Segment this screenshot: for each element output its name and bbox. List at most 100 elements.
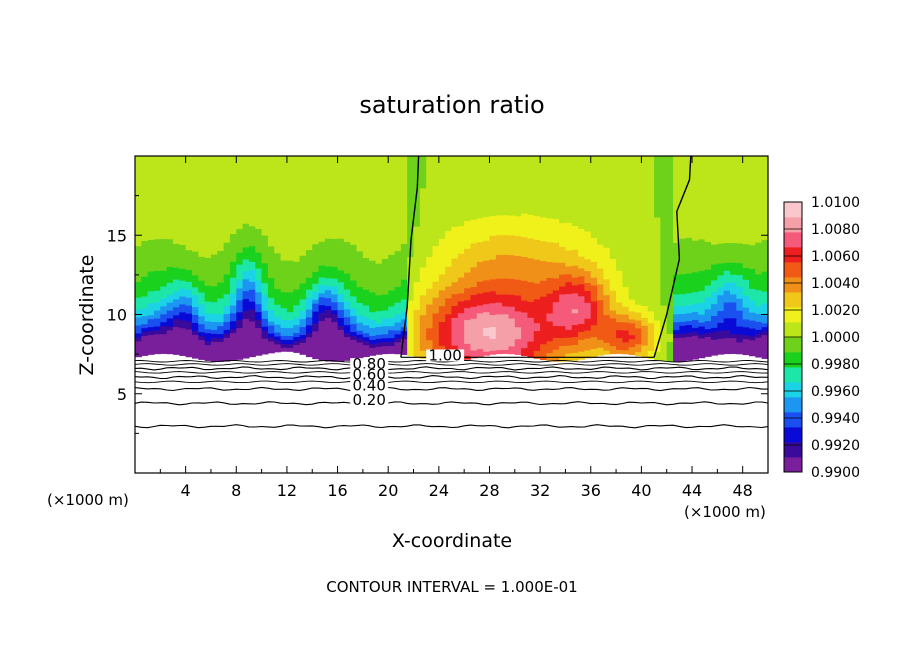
heatmap-cell bbox=[666, 234, 674, 239]
heatmap-cell bbox=[508, 199, 516, 204]
heatmap-cell bbox=[565, 174, 573, 180]
heatmap-cell bbox=[191, 326, 199, 331]
heatmap-cell bbox=[559, 194, 567, 200]
heatmap-cell bbox=[242, 338, 250, 343]
heatmap-cell bbox=[172, 306, 180, 312]
heatmap-cell bbox=[362, 174, 370, 179]
heatmap-cell bbox=[375, 346, 383, 351]
heatmap-cell bbox=[603, 243, 611, 248]
heatmap-cell bbox=[217, 345, 225, 350]
heatmap-cell bbox=[590, 324, 598, 330]
heatmap-cell bbox=[660, 340, 668, 346]
heatmap-cell bbox=[590, 178, 598, 183]
heatmap-cell bbox=[198, 228, 206, 234]
heatmap-cell bbox=[185, 217, 193, 223]
heatmap-cell bbox=[654, 351, 661, 357]
heatmap-cell bbox=[147, 199, 155, 205]
heatmap-cell bbox=[464, 224, 472, 229]
heatmap-cell bbox=[141, 156, 149, 158]
heatmap-cell bbox=[603, 322, 611, 327]
heatmap-cell bbox=[223, 329, 231, 334]
heatmap-cell bbox=[514, 298, 522, 304]
heatmap-cell bbox=[305, 245, 313, 251]
heatmap-cell bbox=[723, 222, 731, 228]
heatmap-cell bbox=[540, 197, 548, 202]
heatmap-cell bbox=[711, 291, 718, 297]
heatmap-cell bbox=[660, 233, 668, 239]
heatmap-cell bbox=[483, 184, 491, 190]
heatmap-cell bbox=[280, 335, 288, 340]
heatmap-cell bbox=[483, 319, 491, 325]
heatmap-cell bbox=[660, 170, 668, 175]
heatmap-cell bbox=[312, 180, 320, 185]
heatmap-cell bbox=[141, 240, 149, 245]
heatmap-cell bbox=[666, 325, 674, 331]
heatmap-cell bbox=[495, 341, 503, 347]
heatmap-cell bbox=[476, 245, 484, 251]
heatmap-cell bbox=[293, 205, 301, 211]
heatmap-cell bbox=[451, 156, 459, 160]
heatmap-cell bbox=[185, 186, 193, 191]
heatmap-cell bbox=[597, 335, 605, 340]
heatmap-cell bbox=[742, 283, 750, 288]
heatmap-cell bbox=[299, 227, 307, 232]
heatmap-cell bbox=[457, 269, 465, 274]
heatmap-cell bbox=[191, 199, 199, 205]
heatmap-cell bbox=[362, 277, 370, 282]
heatmap-cell bbox=[679, 289, 687, 295]
heatmap-cell bbox=[394, 302, 402, 307]
heatmap-cell bbox=[578, 259, 586, 265]
heatmap-cell bbox=[527, 234, 535, 239]
heatmap-cell bbox=[337, 349, 345, 354]
heatmap-cell bbox=[476, 201, 484, 207]
heatmap-cell bbox=[476, 209, 484, 215]
heatmap-cell bbox=[267, 162, 275, 168]
heatmap-cell bbox=[692, 176, 699, 182]
heatmap-cell bbox=[533, 334, 541, 339]
heatmap-cell bbox=[248, 285, 256, 290]
heatmap-cell bbox=[540, 157, 548, 162]
heatmap-cell bbox=[742, 255, 750, 260]
heatmap-cell bbox=[654, 248, 661, 254]
heatmap-cell bbox=[261, 349, 269, 355]
heatmap-cell bbox=[546, 225, 554, 231]
heatmap-cell bbox=[552, 238, 560, 243]
heatmap-cell bbox=[470, 238, 478, 244]
heatmap-cell bbox=[141, 260, 149, 265]
heatmap-cell bbox=[438, 250, 446, 255]
heatmap-cell bbox=[584, 349, 592, 355]
heatmap-cell bbox=[153, 298, 161, 303]
heatmap-cell bbox=[641, 345, 649, 350]
heatmap-cell bbox=[223, 301, 231, 307]
heatmap-cell bbox=[641, 261, 649, 267]
heatmap-cell bbox=[622, 302, 630, 307]
heatmap-cell bbox=[432, 205, 440, 211]
heatmap-cell bbox=[565, 253, 573, 259]
heatmap-cell bbox=[400, 287, 408, 292]
heatmap-cell bbox=[609, 333, 617, 339]
heatmap-cell bbox=[679, 166, 687, 172]
heatmap-cell bbox=[508, 222, 516, 228]
heatmap-cell bbox=[432, 332, 440, 338]
heatmap-cell bbox=[641, 277, 649, 283]
heatmap-cell bbox=[685, 241, 693, 246]
heatmap-cell bbox=[698, 254, 706, 260]
heatmap-cell bbox=[147, 302, 155, 308]
heatmap-cell bbox=[438, 281, 446, 287]
heatmap-cell bbox=[457, 225, 465, 231]
heatmap-cell bbox=[704, 280, 712, 286]
heatmap-cell bbox=[622, 218, 630, 224]
heatmap-cell bbox=[508, 207, 516, 212]
heatmap-cell bbox=[628, 203, 636, 209]
heatmap-cell bbox=[508, 226, 516, 232]
heatmap-cell bbox=[628, 314, 636, 320]
heatmap-cell bbox=[419, 207, 427, 213]
heatmap-cell bbox=[331, 305, 339, 311]
heatmap-cell bbox=[293, 296, 301, 302]
heatmap-cell bbox=[546, 265, 554, 270]
heatmap-cell bbox=[660, 217, 668, 223]
heatmap-cell bbox=[717, 227, 725, 232]
heatmap-cell bbox=[692, 287, 699, 293]
heatmap-cell bbox=[381, 183, 389, 188]
heatmap-cell bbox=[451, 234, 459, 239]
